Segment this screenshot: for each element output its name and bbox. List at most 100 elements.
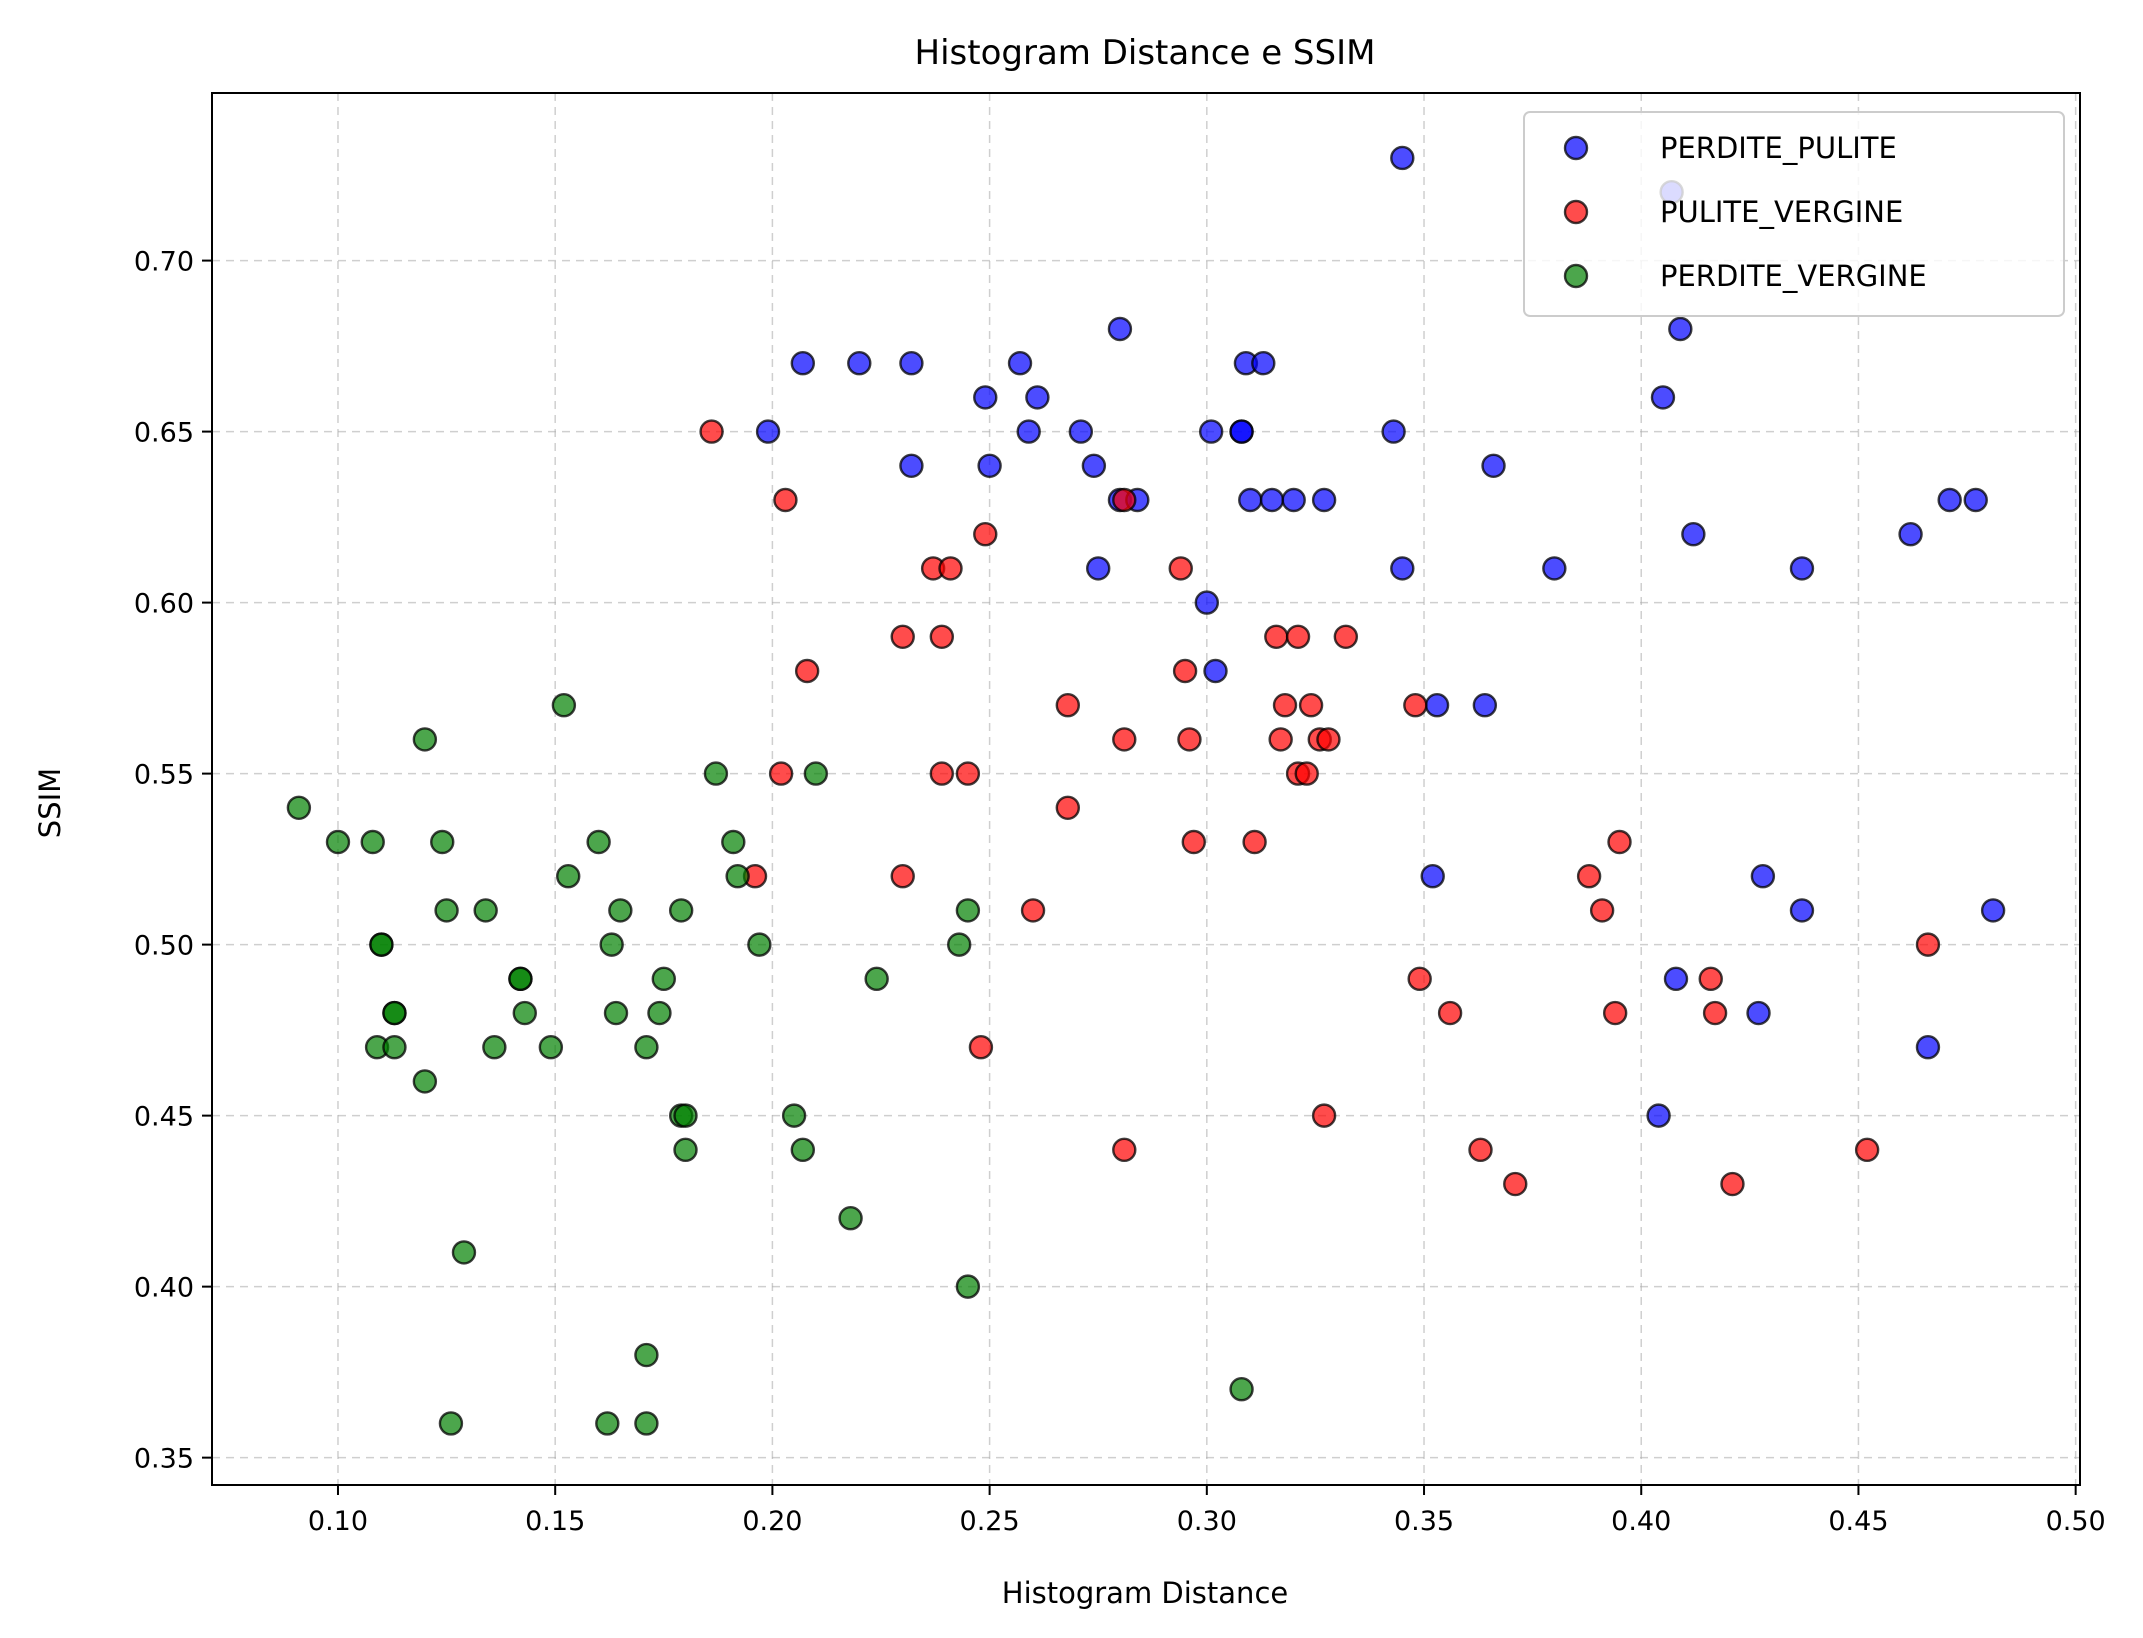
data-point <box>1242 829 1267 855</box>
data-point <box>1750 864 1776 889</box>
data-point <box>947 932 972 957</box>
data-point <box>699 419 724 444</box>
chart-title: Histogram Distance e SSIM <box>915 33 1376 73</box>
data-point <box>595 1411 620 1436</box>
x-axis-ticks: 0.10 0.15 0.20 0.25 0.30 0.35 0.40 0.45 0.50 <box>308 1485 2106 1537</box>
data-point <box>1390 556 1415 581</box>
legend-label: PERDITE_PULITE <box>1660 131 1897 165</box>
data-point <box>1789 898 1815 923</box>
data-point <box>1203 658 1228 684</box>
data-point <box>1963 487 1988 513</box>
data-point <box>538 1035 564 1060</box>
data-point <box>1264 624 1289 650</box>
data-point <box>1172 658 1198 684</box>
data-point <box>847 350 872 376</box>
data-point <box>973 385 998 410</box>
data-point <box>634 1411 659 1436</box>
x-tick-label: 0.35 <box>1394 1506 1454 1537</box>
data-points <box>286 145 2006 1436</box>
data-point <box>508 966 533 992</box>
data-point <box>1016 419 1041 444</box>
x-tick-label: 0.20 <box>742 1506 802 1537</box>
data-point <box>1915 932 1941 957</box>
data-point <box>838 1206 863 1231</box>
data-point <box>673 1137 698 1163</box>
data-point <box>1285 624 1311 650</box>
data-point <box>938 556 963 581</box>
x-tick-label: 0.30 <box>1177 1506 1237 1537</box>
data-point <box>1294 761 1319 786</box>
data-point <box>1589 898 1615 923</box>
data-point <box>790 350 816 376</box>
data-point <box>360 829 385 855</box>
data-point <box>864 966 889 992</box>
data-point <box>977 453 1002 478</box>
data-point <box>1646 1103 1671 1128</box>
data-point <box>1007 350 1033 376</box>
data-point <box>1437 1000 1463 1026</box>
data-point <box>673 1103 698 1128</box>
data-point <box>1915 1035 1941 1060</box>
data-point <box>556 864 581 889</box>
series-pulite-vergine <box>699 419 1941 1197</box>
data-point <box>1194 590 1220 615</box>
data-point <box>1268 727 1293 752</box>
series-perdite-vergine <box>286 693 1254 1436</box>
data-point <box>1181 829 1206 855</box>
data-point <box>551 693 577 718</box>
data-point <box>1542 556 1567 581</box>
legend-label: PERDITE_VERGINE <box>1660 259 1927 293</box>
data-point <box>1238 487 1263 513</box>
data-point <box>1081 453 1107 478</box>
data-point <box>1251 350 1276 376</box>
plot-area-frame <box>211 92 2081 1486</box>
data-point <box>668 898 694 923</box>
y-tick-label: 0.65 <box>134 418 194 449</box>
data-point <box>803 761 829 786</box>
data-point <box>1316 727 1341 752</box>
data-point <box>1481 453 1506 478</box>
data-point <box>899 350 924 376</box>
data-point <box>634 1035 659 1060</box>
data-point <box>755 419 781 444</box>
data-point <box>790 1137 816 1163</box>
data-point <box>512 1000 537 1026</box>
y-axis-title: SSIM <box>33 768 67 838</box>
data-point <box>1980 898 2006 923</box>
data-point <box>1468 1137 1493 1163</box>
data-point <box>721 829 746 855</box>
data-point <box>929 761 955 786</box>
data-point <box>412 727 438 752</box>
series-perdite-pulite <box>755 145 2006 1128</box>
data-point <box>1668 316 1693 342</box>
data-point <box>430 829 455 855</box>
data-point <box>473 898 498 923</box>
data-point <box>603 1000 629 1026</box>
data-point <box>1698 966 1723 992</box>
legend-marker <box>1563 135 1589 161</box>
data-point <box>1663 966 1689 992</box>
legend-marker <box>1563 263 1589 289</box>
x-tick-label: 0.50 <box>2046 1506 2106 1537</box>
legend-box <box>1523 111 2065 317</box>
data-point <box>1272 693 1298 718</box>
data-point <box>1311 487 1337 513</box>
data-point <box>482 1035 507 1060</box>
y-tick-label: 0.35 <box>134 1444 194 1475</box>
data-point <box>1168 556 1193 581</box>
data-point <box>955 761 981 786</box>
legend: PERDITE_PULITE PULITE_VERGINE PERDITE_VERG… <box>1523 111 2065 317</box>
data-point <box>929 624 955 650</box>
data-point <box>1177 727 1202 752</box>
y-tick-label: 0.55 <box>134 760 194 791</box>
data-point <box>1311 1103 1337 1128</box>
data-point <box>794 658 820 684</box>
data-point <box>647 1000 672 1026</box>
data-point <box>1333 624 1359 650</box>
y-tick-label: 0.45 <box>134 1102 194 1133</box>
data-point <box>608 898 633 923</box>
data-point <box>586 829 611 855</box>
data-point <box>1381 419 1406 444</box>
x-tick-label: 0.15 <box>525 1506 585 1537</box>
data-point <box>1650 385 1676 410</box>
